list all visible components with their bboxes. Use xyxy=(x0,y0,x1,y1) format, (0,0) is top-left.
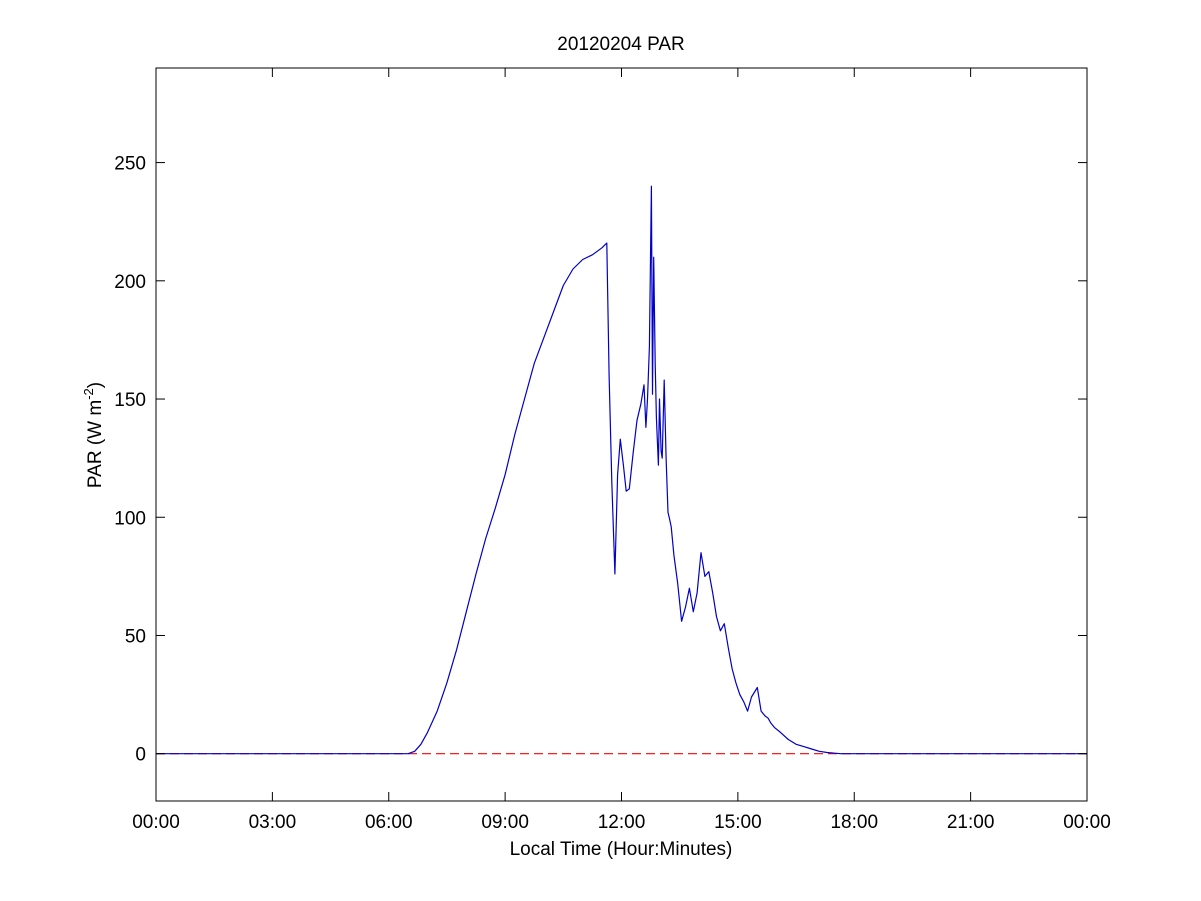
y-tick-label: 250 xyxy=(114,154,146,175)
x-axis: 00:00 03:00 06:00 09:00 12:00 15:00 18:00 21:00… xyxy=(132,68,1111,833)
x-tick-label: 15:00 xyxy=(714,812,762,833)
chart-title: 20120204 PAR xyxy=(557,34,684,55)
y-tick-label: 0 xyxy=(135,745,146,766)
x-tick-label: 12:00 xyxy=(598,812,646,833)
y-tick-label: 100 xyxy=(114,508,146,529)
y-axis-label-main: PAR (W m xyxy=(85,400,106,488)
x-tick-label: 21:00 xyxy=(947,812,995,833)
y-axis-label: PAR (W m-2) xyxy=(81,382,106,488)
x-tick-label: 06:00 xyxy=(365,812,413,833)
x-tick-label: 09:00 xyxy=(481,812,529,833)
y-axis: 0 50 100 150 200 250 xyxy=(114,154,1087,766)
y-tick-label: 200 xyxy=(114,272,146,293)
x-tick-label: 00:00 xyxy=(1063,812,1111,833)
y-axis-label-sup: -2 xyxy=(81,388,96,400)
y-tick-label: 150 xyxy=(114,390,146,411)
y-axis-label-close: ) xyxy=(85,382,106,388)
x-tick-label: 18:00 xyxy=(830,812,878,833)
x-tick-label: 03:00 xyxy=(249,812,297,833)
y-tick-label: 50 xyxy=(125,626,146,647)
plot-lines xyxy=(156,185,1087,755)
x-axis-label: Local Time (Hour:Minutes) xyxy=(510,839,733,860)
par-series-line xyxy=(156,185,1087,755)
x-tick-label: 00:00 xyxy=(132,812,180,833)
